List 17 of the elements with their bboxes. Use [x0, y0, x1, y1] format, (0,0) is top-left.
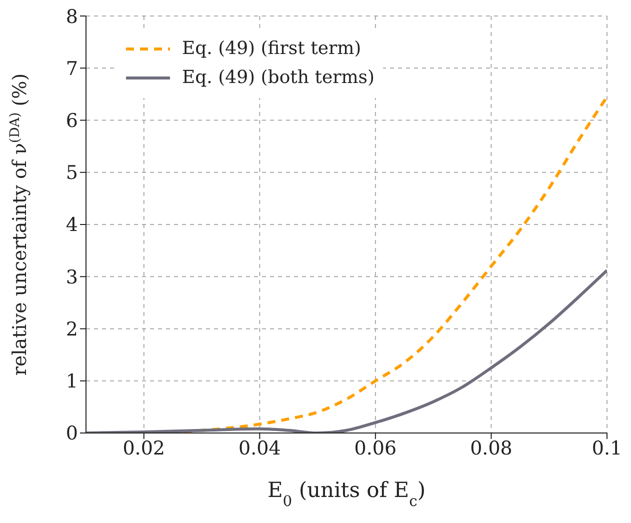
- y-tick-label: 2: [66, 318, 78, 340]
- y-tick-label: 5: [66, 162, 78, 184]
- x-tick-label: 0.08: [470, 437, 512, 460]
- y-tick-label: 8: [66, 6, 78, 28]
- x-tick-label: 0.1: [592, 437, 622, 460]
- y-tick-label: 7: [66, 58, 78, 80]
- legend-label: Eq. (49) (first term): [182, 38, 362, 59]
- y-tick-label: 0: [66, 422, 78, 445]
- y-tick-label: 1: [66, 370, 78, 393]
- x-axis-title: E$_{0}$ (units of E$_{c}$): [267, 478, 426, 510]
- x-tick-label: 0.06: [354, 437, 397, 460]
- x-tick-label: 0.04: [238, 437, 281, 460]
- y-tick-label: 3: [66, 266, 78, 288]
- legend-label: Eq. (49) (both terms): [182, 67, 375, 88]
- x-tick-label: 0.02: [122, 437, 166, 460]
- y-tick-label: 4: [66, 214, 78, 236]
- y-tick-label: 6: [66, 110, 78, 132]
